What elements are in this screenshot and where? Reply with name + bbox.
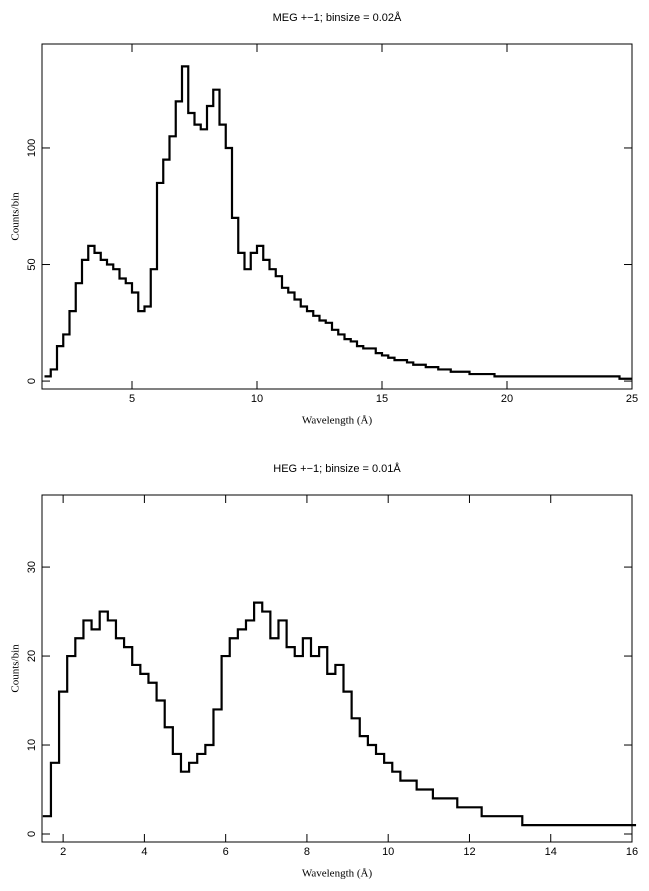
y-tick-label: 50	[26, 258, 38, 270]
x-axis-label: Wavelength (Å)	[302, 415, 373, 427]
y-tick-label: 100	[26, 139, 38, 157]
x-tick-label: 5	[129, 393, 135, 405]
x-tick-label: 10	[382, 846, 394, 858]
x-tick-label: 8	[304, 846, 310, 858]
y-tick-label: 0	[26, 378, 38, 384]
y-tick-label: 0	[26, 831, 38, 837]
y-axis-label: Counts/bin	[10, 192, 22, 241]
chart-title: HEG +−1; binsize = 0.01Å	[273, 462, 401, 475]
y-axis-label: Counts/bin	[10, 644, 22, 693]
spectrum-line	[42, 601, 637, 827]
x-tick-label: 2	[60, 846, 66, 858]
y-tick-label: 10	[26, 739, 38, 751]
x-tick-label: 16	[626, 846, 638, 858]
x-tick-label: 20	[501, 393, 513, 405]
x-tick-label: 4	[141, 846, 147, 858]
spectrum-line	[44, 65, 632, 380]
x-tick-label: 15	[376, 393, 388, 405]
y-tick-label: 20	[26, 650, 38, 662]
y-tick-label: 30	[26, 561, 38, 573]
x-tick-label: 10	[251, 393, 263, 405]
x-axis-label: Wavelength (Å)	[302, 868, 373, 880]
x-tick-label: 6	[223, 846, 229, 858]
plot-frame	[41, 494, 633, 843]
plot-frame	[41, 43, 633, 390]
x-tick-label: 25	[626, 393, 638, 405]
x-tick-label: 14	[545, 846, 557, 858]
chart-title: MEG +−1; binsize = 0.02Å	[273, 11, 402, 24]
x-tick-label: 12	[463, 846, 475, 858]
